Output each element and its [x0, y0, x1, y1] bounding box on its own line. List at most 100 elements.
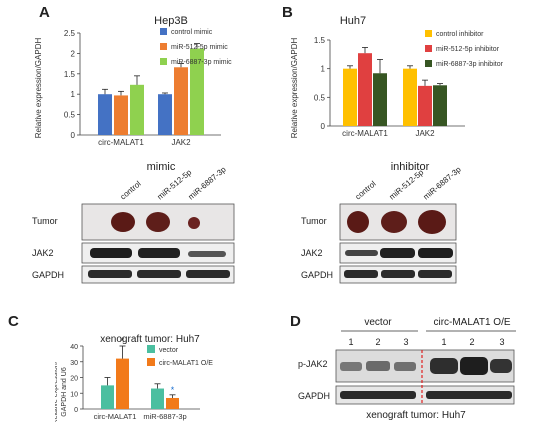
row-label-jak2: JAK2 — [301, 248, 323, 258]
blot-caption: xenograft tumor: Huh7 — [366, 410, 466, 421]
blot-title: inhibitor — [391, 161, 430, 173]
y-tick-label: 30 — [70, 360, 78, 367]
x-category-label: miR-6887-3p — [143, 412, 186, 421]
pjak2-band — [366, 361, 390, 371]
bar — [101, 385, 114, 409]
y-tick-label: 2 — [71, 49, 76, 58]
y-tick-label: 0.5 — [314, 93, 326, 102]
lane-label: 2 — [469, 337, 474, 347]
pjak2-band — [394, 362, 416, 371]
chart-title: xenograft tumor: Huh7 — [100, 334, 200, 345]
y-tick-label: 10 — [70, 391, 78, 398]
chart-title: Hep3B — [154, 15, 188, 27]
x-category-label: circ-MALAT1 — [342, 129, 388, 138]
y-axis-label: Relative expression/GAPDH — [35, 38, 43, 139]
x-category-label: circ-MALAT1 — [94, 412, 137, 421]
group-label-oe: circ-MALAT1 O/E — [433, 317, 510, 328]
lane-label: 1 — [348, 337, 353, 347]
blot-b: inhibitor control miR-512-5p miR-6887-3p… — [301, 161, 463, 284]
chart-title: Huh7 — [340, 15, 366, 27]
bar — [130, 84, 144, 135]
significance-marker: * — [121, 336, 125, 346]
x-category-label: JAK2 — [171, 138, 191, 147]
bar — [190, 48, 204, 136]
bar — [158, 94, 172, 135]
legend-label: vector — [159, 347, 179, 354]
jak2-band — [138, 248, 180, 258]
column-label: control — [119, 179, 143, 201]
bar — [174, 67, 188, 135]
legend-swatch — [160, 28, 167, 35]
y-tick-label: 0 — [71, 131, 76, 140]
bar — [343, 68, 357, 126]
blot-d: vector circ-MALAT1 O/E 1 2 3 1 2 3 p-JAK… — [298, 317, 516, 421]
chart-a: Hep3B Relative expression/GAPDH 0 0.5 1 1.5… — [35, 15, 232, 147]
significance-marker: * — [171, 385, 175, 395]
pjak2-band — [460, 357, 488, 375]
jak2-band — [90, 248, 132, 258]
gapdh-band — [137, 270, 181, 278]
y-tick-label: 1.5 — [314, 36, 326, 45]
panel-letter-b: B — [282, 4, 293, 21]
bar — [98, 94, 112, 135]
legend-label: control inhibitor — [436, 31, 484, 38]
column-label: miR-6887-3p — [187, 165, 229, 202]
blot-title: mimic — [147, 161, 176, 173]
gapdh-band — [88, 270, 132, 278]
y-axis-label-line2: GAPDH and U6 — [61, 367, 68, 417]
lane-label: 3 — [499, 337, 504, 347]
pjak2-band — [430, 358, 458, 374]
tumor-image — [381, 211, 407, 233]
y-tick-label: 2.5 — [64, 29, 76, 38]
legend-swatch — [425, 30, 432, 37]
bar — [116, 358, 129, 409]
row-label-tumor: Tumor — [32, 216, 58, 226]
panel-letter-a: A — [39, 4, 50, 21]
legend-swatch — [147, 345, 155, 353]
legend-swatch — [425, 60, 432, 67]
lane-label: 2 — [375, 337, 380, 347]
y-axis-label: Relative expression/GAPDH — [290, 38, 299, 139]
bar — [373, 73, 387, 126]
legend-swatch — [147, 358, 155, 366]
row-label-gapdh: GAPDH — [32, 270, 64, 280]
group-label-vector: vector — [364, 317, 392, 328]
gapdh-band — [344, 270, 378, 278]
y-axis-label-line1: Relative expression/ — [55, 361, 59, 422]
y-tick-label: 1 — [71, 90, 76, 99]
tumor-image — [146, 212, 170, 232]
bar — [433, 85, 447, 126]
blot-a: mimic control miR-512-5p miR-6887-3p Tum… — [32, 161, 235, 284]
column-label: control — [354, 179, 378, 201]
panel-letter-d: D — [290, 313, 301, 330]
legend-label: miR-512-5p inhibitor — [436, 46, 500, 53]
panel-letter-c: C — [8, 313, 19, 330]
row-label-jak2: JAK2 — [32, 248, 54, 258]
gapdh-blot — [335, 385, 515, 405]
gapdh-band — [426, 391, 512, 399]
y-axis-label: Relative expression/ GAPDH and U6 — [55, 360, 68, 422]
gapdh-band — [340, 391, 416, 399]
legend-swatch — [160, 43, 167, 50]
tumor-image — [418, 210, 446, 234]
chart-b: Huh7 Relative expression/GAPDH 0 0.5 1 1.5 c… — [290, 15, 504, 139]
y-tick-label: 20 — [70, 376, 78, 383]
legend-swatch — [425, 45, 432, 52]
chart-c: xenograft tumor: Huh7 Relative expressio… — [55, 334, 213, 422]
row-label-tumor: Tumor — [301, 216, 327, 226]
y-tick-label: 0.5 — [64, 111, 76, 120]
bar — [403, 68, 417, 126]
legend-label: circ-MALAT1 O/E — [159, 360, 213, 367]
lane-label: 3 — [403, 337, 408, 347]
x-category-label: JAK2 — [415, 129, 435, 138]
y-tick-label: 0 — [321, 122, 326, 131]
jak2-band — [345, 250, 378, 256]
legend-label: miR-512-5p mimic — [171, 44, 228, 51]
y-tick-label: 1.5 — [64, 70, 76, 79]
legend-label: control mimic — [171, 29, 213, 36]
row-label-gapdh: GAPDH — [298, 391, 330, 401]
y-tick-label: 0 — [74, 407, 78, 414]
bar — [151, 388, 164, 409]
tumor-image — [347, 211, 369, 233]
gapdh-band — [186, 270, 230, 278]
